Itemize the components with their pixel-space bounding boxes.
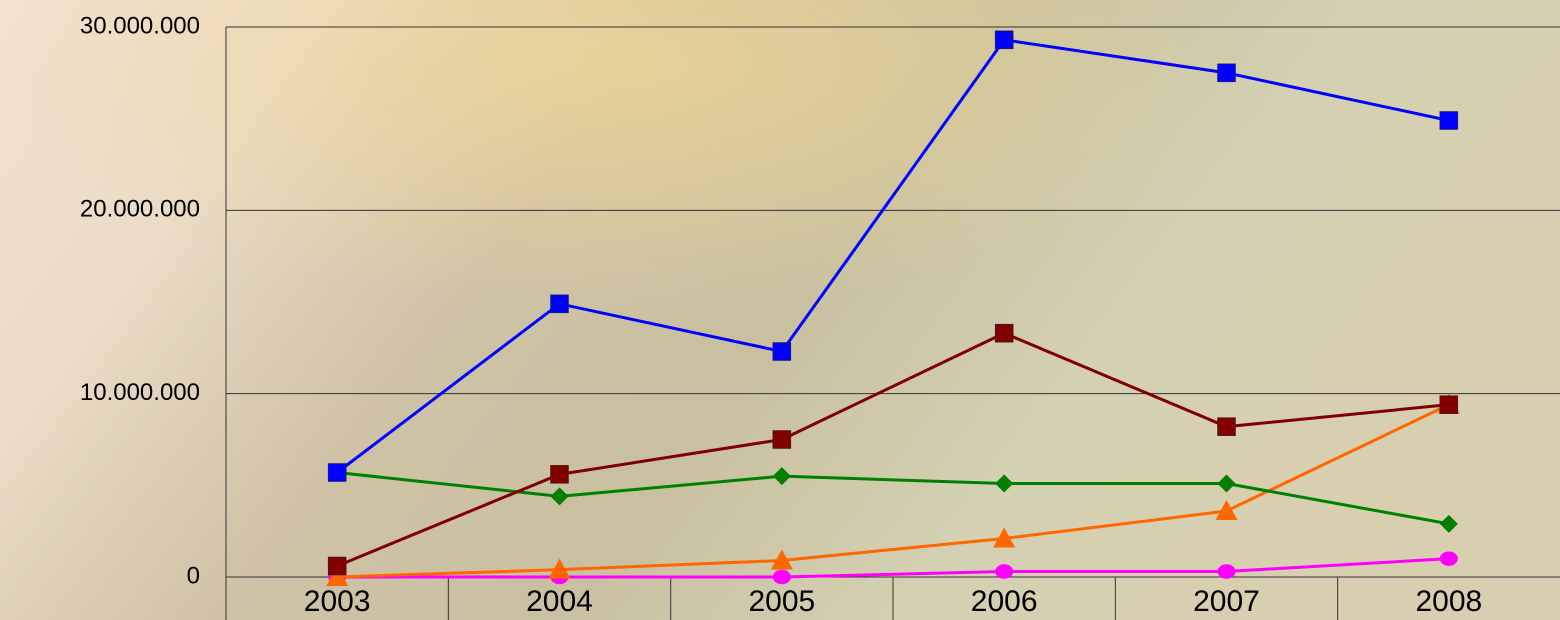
series-line bbox=[336, 331, 1449, 568]
x-tick-label: 2007 bbox=[1193, 585, 1260, 618]
series-line bbox=[336, 38, 1450, 474]
x-tick-label: 2005 bbox=[748, 585, 815, 618]
x-tick-label: 2003 bbox=[304, 585, 371, 618]
marker bbox=[550, 294, 569, 314]
marker bbox=[993, 527, 1016, 548]
marker bbox=[995, 474, 1014, 493]
marker bbox=[326, 566, 349, 586]
marker bbox=[1217, 474, 1236, 493]
marker bbox=[995, 564, 1014, 579]
marker bbox=[550, 487, 569, 506]
marker bbox=[1217, 417, 1236, 436]
marker bbox=[1217, 63, 1236, 83]
marker bbox=[772, 569, 791, 585]
marker bbox=[1439, 514, 1458, 533]
marker bbox=[1215, 500, 1238, 520]
x-tick-label: 2006 bbox=[971, 585, 1038, 618]
x-tick-label: 2008 bbox=[1415, 585, 1482, 618]
marker bbox=[994, 323, 1014, 343]
y-tick-label: 10.000.000 bbox=[80, 379, 200, 406]
series-line bbox=[337, 557, 1449, 579]
marker bbox=[1439, 395, 1459, 414]
x-tick-label: 2004 bbox=[526, 585, 593, 618]
marker bbox=[772, 342, 792, 361]
marker bbox=[327, 556, 347, 576]
marker bbox=[772, 467, 791, 486]
y-tick-label: 30.000.000 bbox=[80, 12, 200, 39]
marker bbox=[1439, 551, 1458, 566]
marker bbox=[550, 465, 569, 484]
marker bbox=[770, 549, 793, 570]
y-tick-label: 20.000.000 bbox=[80, 196, 200, 223]
marker bbox=[548, 558, 571, 579]
marker bbox=[327, 463, 347, 482]
y-tick-label: 0 bbox=[187, 562, 200, 589]
series-line bbox=[337, 471, 1450, 526]
marker bbox=[772, 430, 792, 449]
marker bbox=[994, 30, 1014, 50]
marker bbox=[1217, 564, 1236, 579]
marker bbox=[1439, 111, 1459, 130]
series-line bbox=[337, 403, 1450, 579]
